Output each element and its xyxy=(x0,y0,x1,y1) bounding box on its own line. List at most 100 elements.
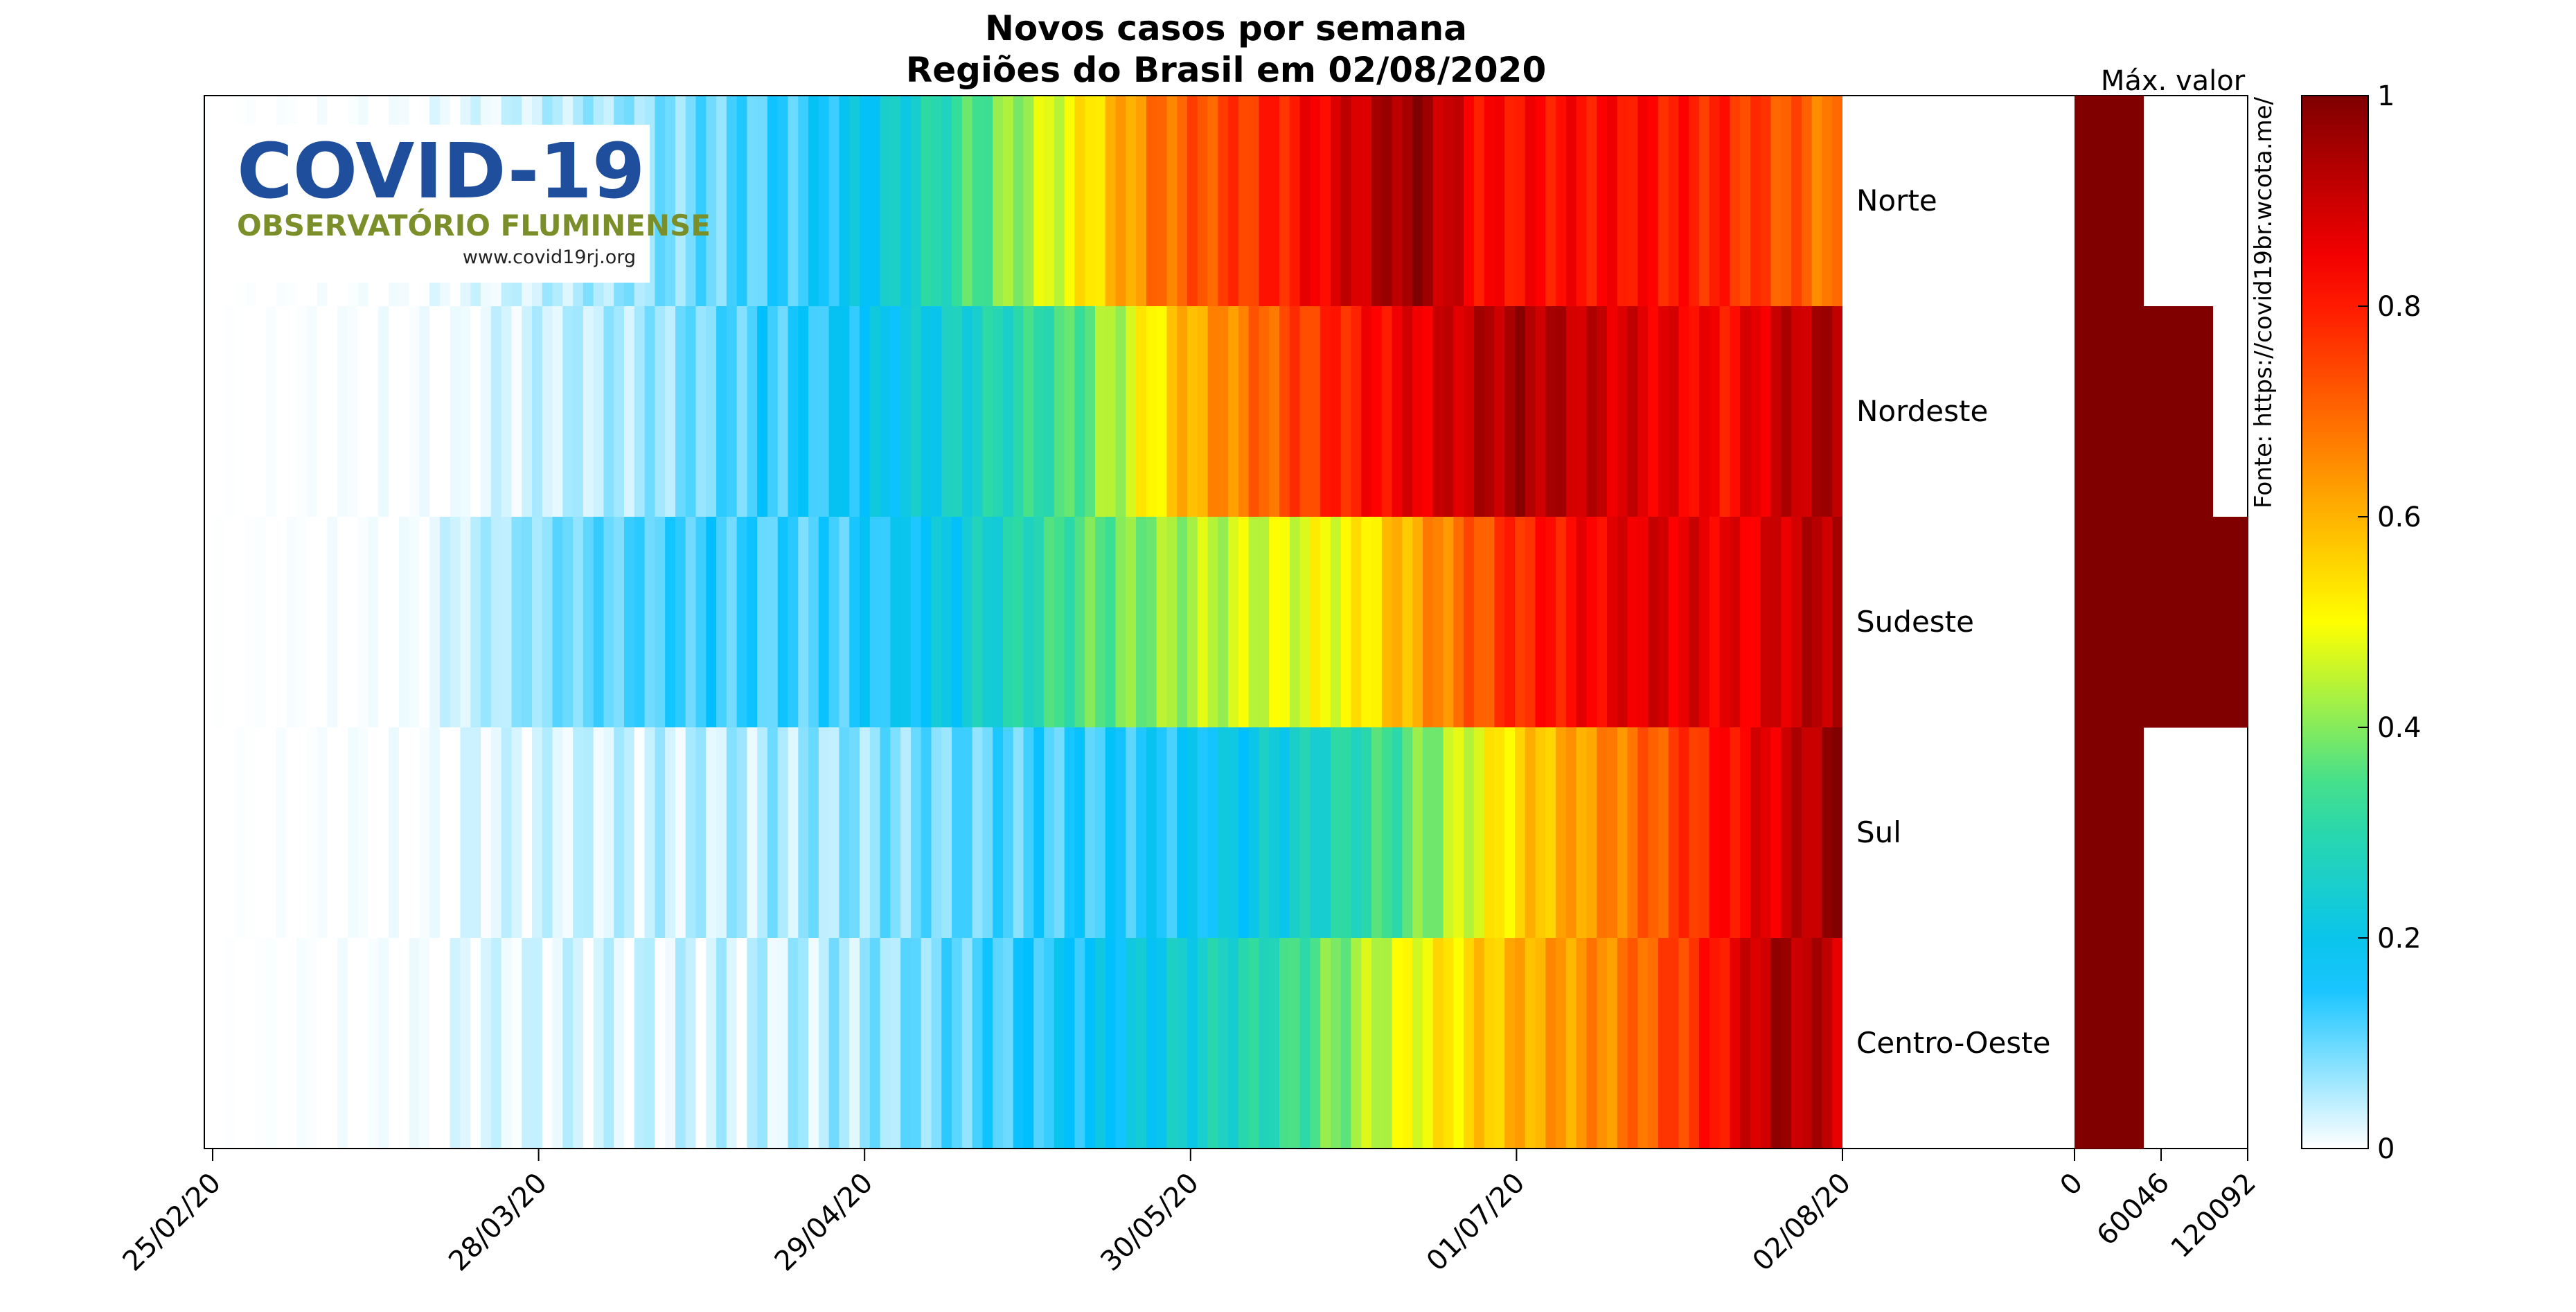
heat-cell xyxy=(860,727,871,938)
heat-cell xyxy=(1033,96,1045,306)
heat-cell xyxy=(1770,96,1782,306)
heat-cell xyxy=(245,517,256,727)
heat-cell xyxy=(757,938,768,1149)
heat-cell xyxy=(1473,96,1485,306)
heat-cell xyxy=(788,306,799,517)
heat-cell xyxy=(450,517,461,727)
heat-cell xyxy=(398,727,410,938)
heat-cell xyxy=(1689,727,1700,938)
heat-cell xyxy=(1750,96,1761,306)
heat-cell xyxy=(1064,727,1076,938)
heat-cell xyxy=(685,306,697,517)
heat-cell xyxy=(1259,727,1270,938)
heat-cell xyxy=(1432,306,1444,517)
heat-cell xyxy=(1770,517,1782,727)
heat-cell xyxy=(255,938,267,1149)
heat-cell xyxy=(481,517,492,727)
heat-cell xyxy=(1719,727,1731,938)
heat-cell xyxy=(1351,517,1362,727)
heat-cell xyxy=(1617,938,1628,1149)
heat-cell xyxy=(1094,727,1106,938)
heat-cell xyxy=(1453,306,1464,517)
heat-cell xyxy=(1023,517,1034,727)
heat-cell xyxy=(921,938,932,1149)
heat-cell xyxy=(685,938,697,1149)
heat-cell xyxy=(1289,96,1301,306)
heat-cell xyxy=(389,306,400,517)
heat-cell xyxy=(1351,306,1362,517)
heat-cell xyxy=(481,938,492,1149)
heat-cell xyxy=(675,517,686,727)
heat-cell xyxy=(1013,96,1024,306)
heat-cell xyxy=(1330,306,1342,517)
heat-cell xyxy=(747,96,758,306)
max-bar xyxy=(2075,727,2144,939)
heat-cell xyxy=(276,727,287,938)
heat-cell xyxy=(1504,517,1516,727)
heat-cell xyxy=(1320,727,1331,938)
heat-cell xyxy=(818,938,830,1149)
heat-cell xyxy=(614,938,625,1149)
heat-cell xyxy=(1381,96,1393,306)
heat-cell xyxy=(1689,517,1700,727)
heat-cell xyxy=(1545,938,1556,1149)
heat-cell xyxy=(501,306,513,517)
heat-cell xyxy=(1565,727,1577,938)
heat-cell xyxy=(1709,96,1721,306)
heat-cell xyxy=(378,306,389,517)
row-label-panel xyxy=(1842,96,2075,1149)
heat-cell xyxy=(204,96,215,306)
heat-cell xyxy=(1310,306,1321,517)
heat-cell xyxy=(1340,96,1352,306)
heat-cell xyxy=(460,306,471,517)
heat-cell xyxy=(1637,938,1649,1149)
heat-cell xyxy=(1597,517,1608,727)
heat-cell xyxy=(839,938,850,1149)
heat-cell xyxy=(849,727,860,938)
heat-cell xyxy=(1637,96,1649,306)
heat-cell xyxy=(1074,306,1085,517)
heat-cell xyxy=(685,727,697,938)
heat-cell xyxy=(593,306,605,517)
heat-cell xyxy=(1453,727,1464,938)
heat-cell xyxy=(1064,517,1076,727)
heat-cell xyxy=(1238,938,1250,1149)
heat-cell xyxy=(788,938,799,1149)
heat-cell xyxy=(982,517,993,727)
heat-cell xyxy=(1668,306,1680,517)
heat-cell xyxy=(1044,938,1055,1149)
heat-cell xyxy=(450,727,461,938)
max-bar xyxy=(2075,517,2248,728)
heat-cell xyxy=(1822,517,1833,727)
heat-cell xyxy=(1248,727,1260,938)
heat-cell xyxy=(398,306,410,517)
heat-cell xyxy=(306,727,318,938)
heat-cell xyxy=(1381,938,1393,1149)
heat-cell xyxy=(1565,306,1577,517)
heat-cell xyxy=(1801,517,1813,727)
row-label: Sudeste xyxy=(1856,605,1974,639)
heat-cell xyxy=(1381,517,1393,727)
heat-cell xyxy=(439,727,451,938)
heat-cell xyxy=(419,306,430,517)
heat-cell xyxy=(1750,727,1761,938)
heat-cell xyxy=(522,517,533,727)
heat-cell xyxy=(265,938,277,1149)
heat-cell xyxy=(1279,727,1290,938)
heat-cell xyxy=(1811,96,1823,306)
heat-cell xyxy=(1197,727,1209,938)
heat-cell xyxy=(501,938,513,1149)
heat-cell xyxy=(726,727,738,938)
heat-cell xyxy=(1299,727,1311,938)
heat-cell xyxy=(1392,517,1403,727)
heat-cell xyxy=(860,938,871,1149)
heat-cell xyxy=(1310,938,1321,1149)
heat-cell xyxy=(921,306,932,517)
heat-cell xyxy=(961,306,973,517)
heat-cell xyxy=(1422,938,1434,1149)
heat-cell xyxy=(1402,938,1413,1149)
heat-cell xyxy=(849,938,860,1149)
heat-cell xyxy=(1494,96,1505,306)
heat-cell xyxy=(1330,938,1342,1149)
heat-cell xyxy=(286,517,297,727)
